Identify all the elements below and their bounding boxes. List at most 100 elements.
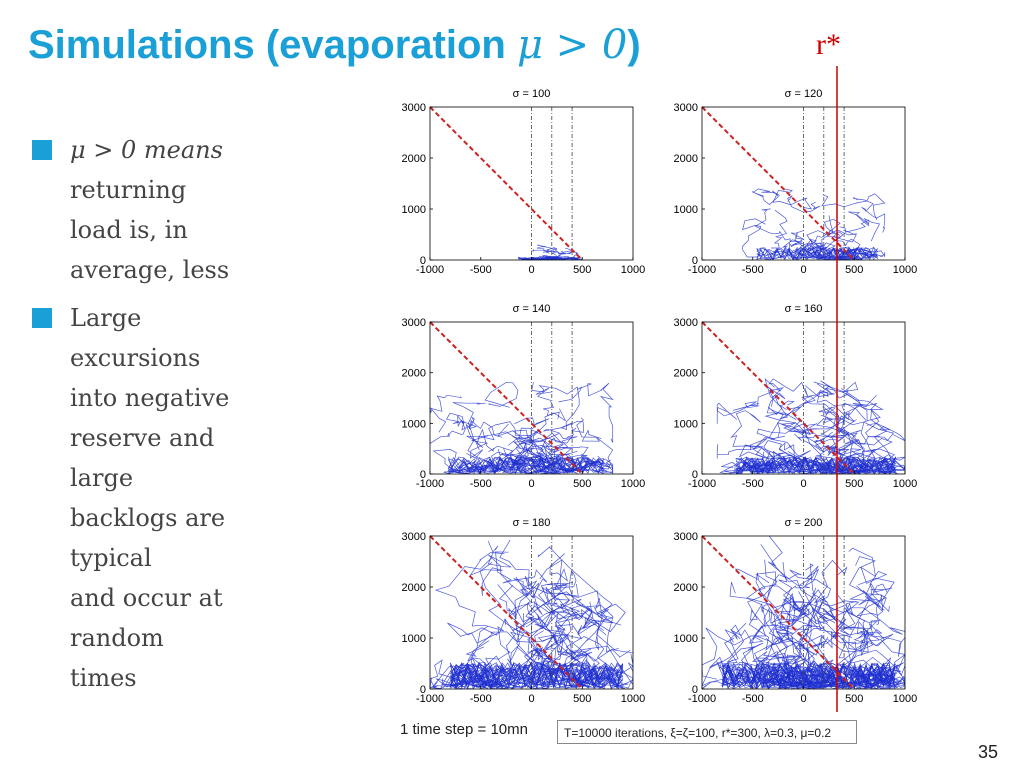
- trajectory-line: [732, 386, 797, 421]
- trajectory-band-line: [735, 456, 896, 474]
- trajectory-group: [702, 536, 905, 689]
- x-tick-label: 1000: [893, 478, 917, 490]
- trajectory-band-line: [450, 662, 624, 689]
- trajectory-line: [787, 195, 821, 213]
- x-tick-label: -500: [742, 478, 764, 490]
- capacity-diagonal-line: [429, 106, 583, 261]
- trajectory-line: [818, 402, 868, 426]
- trajectory-line: [853, 197, 886, 233]
- trajectory-line: [764, 377, 784, 439]
- trajectory-line: [479, 562, 554, 663]
- time-step-caption: 1 time step = 10mn: [400, 721, 528, 738]
- y-tick-label: 2000: [402, 153, 426, 165]
- trajectory-line: [816, 390, 863, 450]
- bullet-line: returning: [70, 176, 187, 204]
- trajectory-band-line: [448, 456, 604, 474]
- trajectory-band-line: [518, 256, 579, 260]
- trajectory-group: [742, 188, 886, 260]
- chart-panel: -1000 -500 0 500 1000 0 1000 2000 3000 σ = 100: [402, 88, 646, 276]
- bullet-line: large: [70, 464, 134, 492]
- bullet-line: μ > 0 means: [70, 136, 223, 164]
- y-tick-label: 0: [692, 684, 698, 696]
- trajectory-line: [542, 602, 613, 631]
- trajectory-line: [833, 247, 862, 260]
- trajectory-line: [499, 584, 572, 644]
- trajectory-line: [776, 422, 870, 472]
- trajectory-line: [764, 387, 816, 435]
- trajectory-group: [518, 244, 583, 260]
- trajectory-band-line: [735, 457, 896, 474]
- trajectory-line: [801, 381, 884, 410]
- trajectory-line: [447, 618, 507, 644]
- y-tick-label: 2000: [402, 368, 426, 380]
- chart-title: σ = 160: [785, 303, 823, 315]
- bullet-square-icon: [32, 308, 52, 328]
- chart-panel: -1000 -500 0 500 1000 0 1000 2000 3000 σ = 180: [402, 517, 646, 705]
- bullet-line: typical: [70, 544, 152, 572]
- y-tick-label: 3000: [402, 102, 426, 114]
- y-tick-label: 1000: [402, 418, 426, 430]
- trajectory-line: [754, 208, 807, 260]
- trajectory-band-line: [722, 661, 895, 689]
- x-tick-label: 0: [800, 693, 806, 705]
- trajectory-line: [514, 627, 566, 689]
- trajectory-band-line: [448, 456, 604, 473]
- trajectory-line: [430, 394, 462, 433]
- trajectory-band-line: [722, 663, 896, 688]
- trajectory-band-line: [722, 662, 896, 689]
- trajectory-line: [772, 589, 827, 671]
- bullet-line: random: [70, 624, 164, 652]
- x-tick-label: 0: [800, 478, 806, 490]
- chart-panel: -1000 -500 0 500 1000 0 1000 2000 3000 σ = 200: [674, 517, 918, 705]
- trajectory-band-line: [722, 664, 896, 689]
- bullet-item: μ > 0 means returning load is, in averag…: [32, 130, 282, 290]
- trajectory-band-line: [722, 662, 896, 689]
- x-tick-label: -500: [470, 264, 492, 276]
- trajectory-line: [772, 188, 813, 210]
- trajectory-band-line: [450, 661, 624, 689]
- x-tick-label: -500: [742, 693, 764, 705]
- trajectory-line: [716, 410, 763, 459]
- x-tick-label: -1000: [688, 693, 716, 705]
- trajectory-line: [466, 408, 566, 450]
- y-tick-label: 3000: [402, 531, 426, 543]
- x-tick-label: -1000: [416, 693, 444, 705]
- trajectory-line: [823, 429, 893, 459]
- trajectory-line: [827, 229, 861, 254]
- slide-title: Simulations (evaporation μ > 0): [28, 22, 641, 68]
- y-tick-label: 3000: [402, 317, 426, 329]
- trajectory-line: [484, 382, 519, 408]
- capacity-diagonal-line: [701, 321, 855, 475]
- chart-title: σ = 180: [513, 517, 551, 529]
- trajectory-line: [716, 401, 760, 424]
- trajectory-line: [495, 433, 560, 474]
- trajectory-line: [531, 249, 554, 254]
- trajectory-line: [805, 610, 866, 647]
- y-tick-label: 2000: [674, 153, 698, 165]
- plot-frame: [429, 106, 634, 261]
- trajectory-line: [742, 218, 766, 258]
- trajectory-line: [778, 562, 806, 625]
- chart-title: σ = 120: [785, 88, 823, 100]
- trajectory-line: [465, 416, 494, 452]
- x-tick-label: 500: [573, 478, 591, 490]
- y-tick-label: 1000: [674, 633, 698, 645]
- trajectory-line: [813, 218, 841, 252]
- y-tick-label: 3000: [674, 317, 698, 329]
- trajectory-line: [856, 583, 887, 626]
- r-star-label: r*: [816, 28, 841, 61]
- trajectory-line: [809, 587, 885, 647]
- capacity-diagonal-line: [429, 321, 583, 475]
- trajectory-line: [507, 436, 562, 468]
- trajectory-band-line: [448, 455, 604, 474]
- trajectory-line: [745, 571, 793, 687]
- x-tick-label: 1000: [893, 693, 917, 705]
- trajectory-line: [849, 248, 886, 260]
- y-tick-label: 1000: [402, 633, 426, 645]
- y-tick-label: 0: [420, 684, 426, 696]
- trajectory-line: [768, 378, 809, 397]
- trajectory-band-line: [450, 662, 624, 688]
- x-tick-label: 1000: [621, 693, 645, 705]
- trajectory-line: [430, 659, 466, 689]
